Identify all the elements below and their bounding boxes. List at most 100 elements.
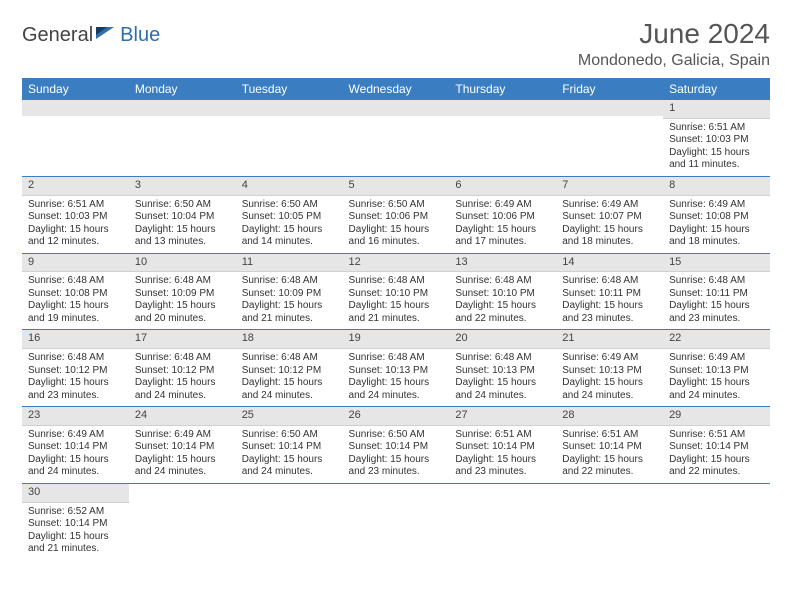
calendar-week-row: 16Sunrise: 6:48 AMSunset: 10:12 PMDaylig… <box>22 330 770 407</box>
day-number: 6 <box>449 177 556 196</box>
day-details: Sunrise: 6:50 AMSunset: 10:14 PMDaylight… <box>343 426 450 483</box>
empty-day-header <box>129 100 236 116</box>
day-line: Sunrise: 6:49 AM <box>562 199 657 212</box>
location: Mondonedo, Galicia, Spain <box>578 52 770 70</box>
day-line: Sunset: 10:14 PM <box>455 441 550 454</box>
day-number: 3 <box>129 177 236 196</box>
day-line: and 14 minutes. <box>242 236 337 249</box>
day-line: Sunrise: 6:48 AM <box>242 275 337 288</box>
calendar-day-cell: 2Sunrise: 6:51 AMSunset: 10:03 PMDayligh… <box>22 176 129 253</box>
day-line: and 11 minutes. <box>669 159 764 172</box>
day-details: Sunrise: 6:51 AMSunset: 10:03 PMDaylight… <box>22 196 129 253</box>
calendar-empty-cell <box>343 100 450 176</box>
day-line: and 22 minutes. <box>455 313 550 326</box>
calendar-day-cell: 26Sunrise: 6:50 AMSunset: 10:14 PMDaylig… <box>343 407 450 484</box>
day-line: Sunrise: 6:48 AM <box>455 352 550 365</box>
calendar-empty-cell <box>236 100 343 176</box>
day-line: Daylight: 15 hours <box>455 454 550 467</box>
day-line: Sunset: 10:12 PM <box>242 365 337 378</box>
day-line: and 23 minutes. <box>349 466 444 479</box>
day-number: 4 <box>236 177 343 196</box>
day-line: Sunrise: 6:48 AM <box>135 352 230 365</box>
weekday-header: Sunday <box>22 78 129 100</box>
calendar-empty-cell <box>236 483 343 559</box>
day-line: Sunset: 10:11 PM <box>562 288 657 301</box>
calendar-week-row: 2Sunrise: 6:51 AMSunset: 10:03 PMDayligh… <box>22 176 770 253</box>
day-line: Sunset: 10:03 PM <box>669 134 764 147</box>
day-number: 26 <box>343 407 450 426</box>
calendar-empty-cell <box>343 483 450 559</box>
day-line: Sunrise: 6:51 AM <box>669 122 764 135</box>
empty-day-header <box>22 100 129 116</box>
day-line: Sunset: 10:14 PM <box>562 441 657 454</box>
weekday-header: Wednesday <box>343 78 450 100</box>
calendar-day-cell: 6Sunrise: 6:49 AMSunset: 10:06 PMDayligh… <box>449 176 556 253</box>
weekday-header: Saturday <box>663 78 770 100</box>
day-details: Sunrise: 6:48 AMSunset: 10:11 PMDaylight… <box>663 272 770 329</box>
day-line: Sunrise: 6:51 AM <box>562 429 657 442</box>
calendar-day-cell: 4Sunrise: 6:50 AMSunset: 10:05 PMDayligh… <box>236 176 343 253</box>
day-line: Daylight: 15 hours <box>135 224 230 237</box>
day-line: Sunset: 10:12 PM <box>28 365 123 378</box>
day-line: Daylight: 15 hours <box>242 377 337 390</box>
day-line: Sunrise: 6:49 AM <box>669 352 764 365</box>
calendar-day-cell: 15Sunrise: 6:48 AMSunset: 10:11 PMDaylig… <box>663 253 770 330</box>
day-line: and 24 minutes. <box>242 390 337 403</box>
calendar-week-row: 9Sunrise: 6:48 AMSunset: 10:08 PMDayligh… <box>22 253 770 330</box>
day-line: Sunrise: 6:49 AM <box>669 199 764 212</box>
day-number: 21 <box>556 330 663 349</box>
day-line: Sunset: 10:11 PM <box>669 288 764 301</box>
day-line: Sunset: 10:13 PM <box>669 365 764 378</box>
calendar-day-cell: 22Sunrise: 6:49 AMSunset: 10:13 PMDaylig… <box>663 330 770 407</box>
calendar-day-cell: 19Sunrise: 6:48 AMSunset: 10:13 PMDaylig… <box>343 330 450 407</box>
day-details: Sunrise: 6:49 AMSunset: 10:06 PMDaylight… <box>449 196 556 253</box>
day-line: Sunset: 10:13 PM <box>455 365 550 378</box>
day-line: Sunset: 10:10 PM <box>349 288 444 301</box>
day-line: Sunset: 10:14 PM <box>349 441 444 454</box>
day-number: 2 <box>22 177 129 196</box>
day-line: and 24 minutes. <box>242 466 337 479</box>
day-line: Sunset: 10:09 PM <box>135 288 230 301</box>
calendar-day-cell: 17Sunrise: 6:48 AMSunset: 10:12 PMDaylig… <box>129 330 236 407</box>
day-line: Sunrise: 6:50 AM <box>242 199 337 212</box>
day-line: Daylight: 15 hours <box>562 377 657 390</box>
day-line: and 12 minutes. <box>28 236 123 249</box>
day-line: and 24 minutes. <box>349 390 444 403</box>
day-line: Sunset: 10:14 PM <box>28 518 123 531</box>
day-line: Daylight: 15 hours <box>349 224 444 237</box>
day-details: Sunrise: 6:48 AMSunset: 10:11 PMDaylight… <box>556 272 663 329</box>
day-line: Daylight: 15 hours <box>242 300 337 313</box>
day-line: and 17 minutes. <box>455 236 550 249</box>
day-details: Sunrise: 6:50 AMSunset: 10:04 PMDaylight… <box>129 196 236 253</box>
weekday-header: Tuesday <box>236 78 343 100</box>
calendar-table: SundayMondayTuesdayWednesdayThursdayFrid… <box>22 78 770 560</box>
calendar-week-row: 30Sunrise: 6:52 AMSunset: 10:14 PMDaylig… <box>22 483 770 559</box>
day-line: Sunset: 10:09 PM <box>242 288 337 301</box>
day-line: Sunset: 10:14 PM <box>28 441 123 454</box>
calendar-weekday-header: SundayMondayTuesdayWednesdayThursdayFrid… <box>22 78 770 100</box>
calendar-day-cell: 1Sunrise: 6:51 AMSunset: 10:03 PMDayligh… <box>663 100 770 176</box>
day-line: and 13 minutes. <box>135 236 230 249</box>
day-line: Sunset: 10:12 PM <box>135 365 230 378</box>
day-details: Sunrise: 6:48 AMSunset: 10:12 PMDaylight… <box>129 349 236 406</box>
empty-day-header <box>343 100 450 116</box>
calendar-week-row: 1Sunrise: 6:51 AMSunset: 10:03 PMDayligh… <box>22 100 770 176</box>
calendar-day-cell: 30Sunrise: 6:52 AMSunset: 10:14 PMDaylig… <box>22 483 129 559</box>
calendar-body: 1Sunrise: 6:51 AMSunset: 10:03 PMDayligh… <box>22 100 770 560</box>
day-details: Sunrise: 6:50 AMSunset: 10:06 PMDaylight… <box>343 196 450 253</box>
day-line: Sunrise: 6:49 AM <box>562 352 657 365</box>
day-line: and 18 minutes. <box>562 236 657 249</box>
day-line: Daylight: 15 hours <box>562 224 657 237</box>
day-details: Sunrise: 6:50 AMSunset: 10:05 PMDaylight… <box>236 196 343 253</box>
calendar-day-cell: 3Sunrise: 6:50 AMSunset: 10:04 PMDayligh… <box>129 176 236 253</box>
day-number: 18 <box>236 330 343 349</box>
calendar-empty-cell <box>449 483 556 559</box>
day-number: 30 <box>22 484 129 503</box>
day-number: 25 <box>236 407 343 426</box>
day-details: Sunrise: 6:49 AMSunset: 10:14 PMDaylight… <box>22 426 129 483</box>
day-line: Sunrise: 6:48 AM <box>349 275 444 288</box>
day-line: Daylight: 15 hours <box>28 377 123 390</box>
day-line: Daylight: 15 hours <box>242 224 337 237</box>
day-line: and 16 minutes. <box>349 236 444 249</box>
weekday-header: Monday <box>129 78 236 100</box>
